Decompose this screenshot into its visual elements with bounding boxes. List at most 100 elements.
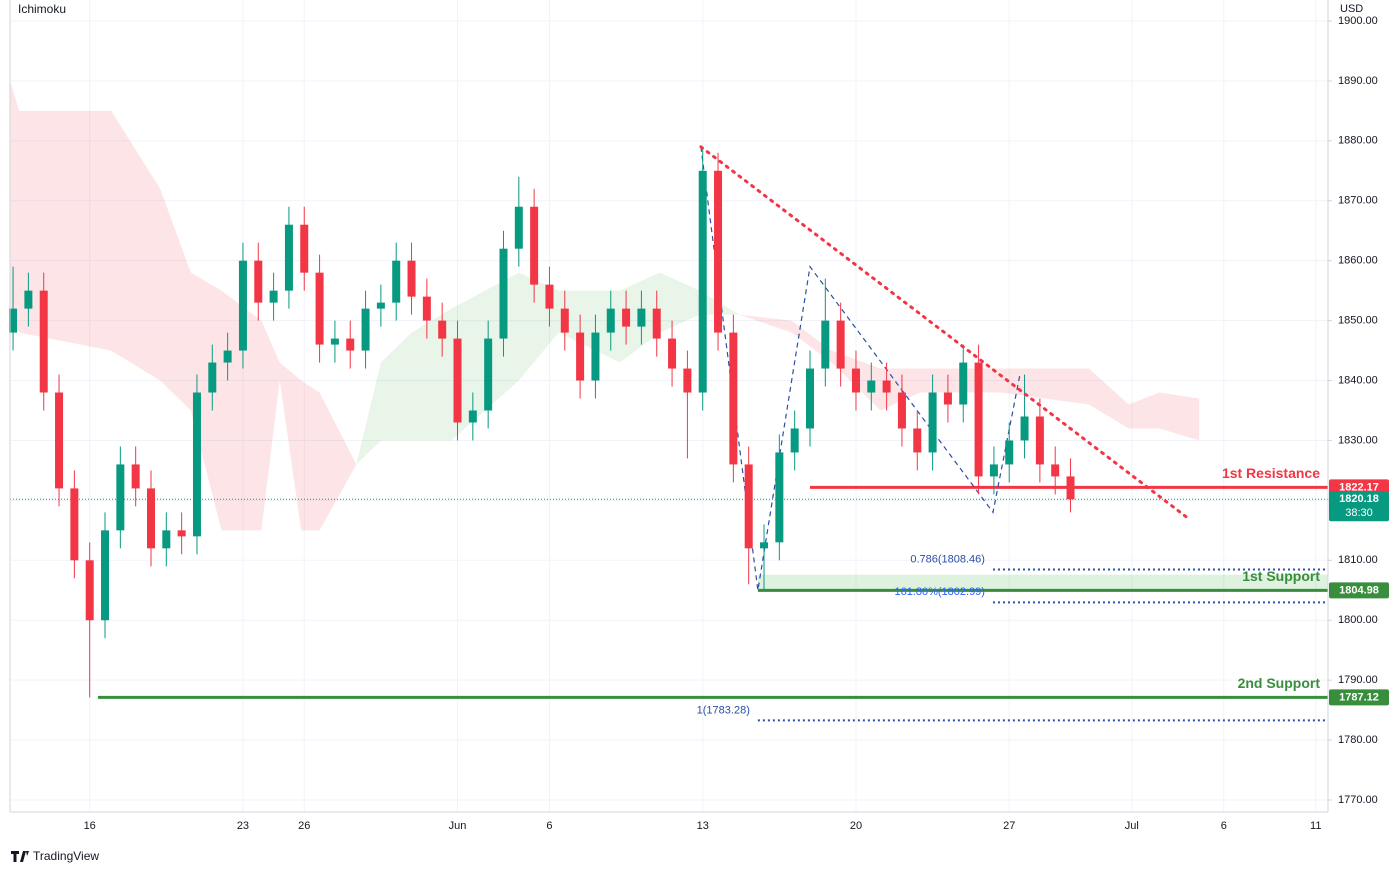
candle <box>668 320 677 387</box>
candle <box>162 512 171 567</box>
candle-body <box>790 428 799 453</box>
candle-body <box>989 464 998 477</box>
candle-body <box>499 248 508 339</box>
candle <box>744 446 753 585</box>
candle-body <box>392 260 401 303</box>
price-tag <box>1329 689 1389 706</box>
currency-label: USD <box>1340 3 1363 15</box>
candle-body <box>1066 476 1075 500</box>
candle-body <box>55 392 64 489</box>
candle-body <box>530 206 539 285</box>
y-tick-label: 1840.00 <box>1338 374 1378 386</box>
candle-body <box>882 380 891 393</box>
candle <box>867 362 876 411</box>
candle <box>208 344 217 411</box>
candle <box>974 344 983 495</box>
price-tag-label: 1787.12 <box>1339 691 1379 703</box>
last-price-label: 1820.18 <box>1339 493 1379 505</box>
y-tick-label: 1810.00 <box>1338 554 1378 566</box>
ichimoku-cloud <box>739 314 1200 441</box>
candle-body <box>330 338 339 345</box>
candle <box>1005 422 1014 483</box>
candle-body <box>1035 416 1044 465</box>
candle-body <box>484 338 493 411</box>
candle-body <box>24 290 33 309</box>
candle <box>55 374 64 507</box>
candle-body <box>238 260 247 351</box>
candle-body <box>591 332 600 381</box>
candle <box>530 188 539 303</box>
price-tag <box>1329 582 1389 599</box>
y-tick-label: 1890.00 <box>1338 75 1378 87</box>
candle <box>269 272 278 321</box>
candle-body <box>974 362 983 477</box>
candle <box>177 512 186 555</box>
candle-body <box>1051 464 1060 477</box>
candle <box>24 272 33 327</box>
candle-body <box>714 170 723 333</box>
candle <box>545 266 554 327</box>
candle-body <box>606 308 615 333</box>
candle-body <box>867 380 876 393</box>
level-label: 2nd Support <box>1238 675 1321 691</box>
candle-body <box>422 296 431 321</box>
candle-body <box>131 464 140 489</box>
candle-body <box>177 530 186 537</box>
candle-body <box>637 308 646 327</box>
candle <box>606 290 615 351</box>
candle-body <box>208 362 217 393</box>
countdown-label: 38:30 <box>1345 507 1373 519</box>
candle <box>714 152 723 351</box>
candle-body <box>376 302 385 309</box>
candle <box>85 542 94 698</box>
y-tick-label: 1780.00 <box>1338 734 1378 746</box>
candle <box>484 320 493 429</box>
x-tick-label: 27 <box>1003 820 1015 832</box>
candle-body <box>192 392 201 537</box>
candle-body <box>729 332 738 465</box>
candle <box>438 302 447 357</box>
candle-body <box>223 350 232 363</box>
x-tick-label: Jun <box>449 820 467 832</box>
candle-body <box>744 464 753 549</box>
candle <box>223 332 232 381</box>
candle <box>453 320 462 441</box>
candle-body <box>315 272 324 345</box>
x-tick-label: 16 <box>84 820 96 832</box>
candle <box>499 230 508 357</box>
x-tick-label: 6 <box>1221 820 1227 832</box>
candle-body <box>468 410 477 423</box>
candle <box>652 290 661 357</box>
candle <box>928 374 937 471</box>
candle-body <box>622 308 631 327</box>
level-label: 1st Resistance <box>1222 465 1320 481</box>
candle <box>821 278 830 387</box>
candle <box>146 470 155 567</box>
fib-label: 0.786(1808.46) <box>910 553 985 565</box>
candle-body <box>576 332 585 381</box>
candle-body <box>545 284 554 309</box>
candle <box>591 314 600 399</box>
candle <box>1020 374 1029 459</box>
candle-body <box>438 320 447 339</box>
candle <box>514 176 523 267</box>
x-tick-label: Jul <box>1125 820 1139 832</box>
candle-body <box>652 308 661 339</box>
fib-label: 161.80%(1802.99) <box>894 586 985 598</box>
candle-body <box>760 542 769 549</box>
candle <box>913 410 922 471</box>
ichimoku-cloud <box>10 80 357 531</box>
candle-body <box>775 452 784 543</box>
candle-body <box>85 560 94 621</box>
candle-body <box>346 338 355 351</box>
indicator-label: Ichimoku <box>18 2 66 16</box>
candle-body <box>943 392 952 405</box>
candle-body <box>836 320 845 369</box>
candle <box>622 290 631 345</box>
x-tick-label: 6 <box>546 820 552 832</box>
candle <box>882 362 891 411</box>
candle-body <box>146 488 155 549</box>
candle <box>897 374 906 447</box>
